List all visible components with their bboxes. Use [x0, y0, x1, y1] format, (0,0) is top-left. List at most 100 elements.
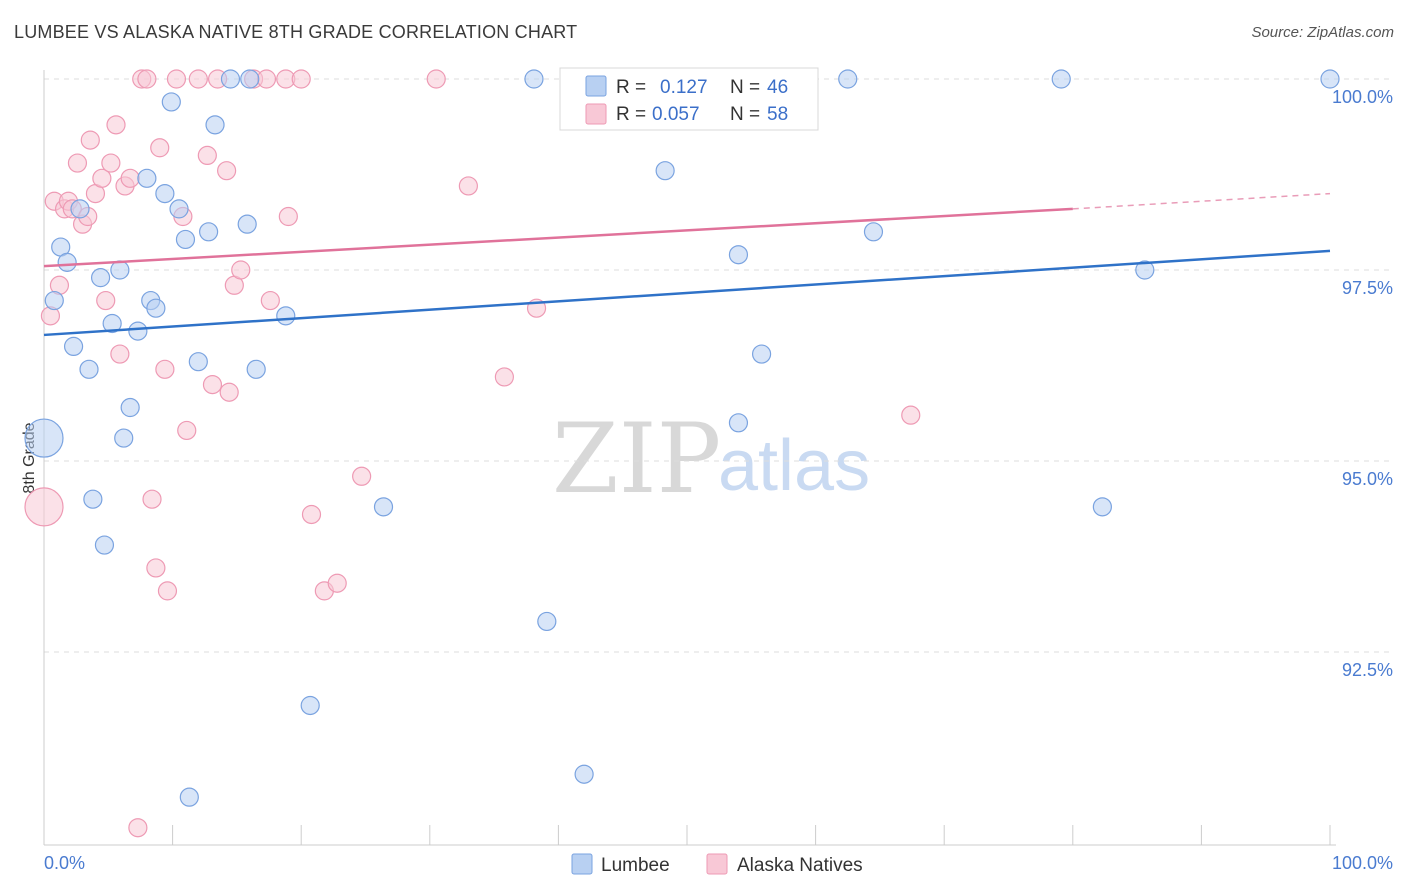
- grid: [44, 78, 1394, 653]
- trend-line-alaska-extension: [1072, 192, 1331, 210]
- lumbee-point: [574, 764, 594, 784]
- lumbee-point: [1320, 69, 1340, 89]
- lumbee-point: [237, 214, 257, 234]
- lumbee-point: [751, 344, 772, 364]
- lumbee-point: [728, 413, 749, 433]
- lumbee-point: [300, 695, 320, 716]
- alaska-point: [92, 168, 112, 188]
- y-tick-label: 92.5%: [1342, 660, 1393, 680]
- legend-bottom-label-alaska: Alaska Natives: [737, 855, 863, 876]
- alaska-point: [901, 405, 921, 425]
- lumbee-point: [94, 535, 115, 555]
- y-tick-label: 97.5%: [1342, 278, 1393, 298]
- alaska-point: [291, 69, 311, 89]
- x-tick-label-max: 100.0%: [1332, 853, 1393, 873]
- y-tick-labels: 92.5% 95.0% 97.5% 100.0%: [1332, 87, 1393, 680]
- watermark: ZIP atlas: [552, 403, 870, 515]
- alaska-point: [155, 359, 175, 379]
- chart-title: LUMBEE VS ALASKA NATIVE 8TH GRADE CORREL…: [14, 22, 578, 42]
- lumbee-point: [537, 611, 557, 632]
- lumbee-point: [655, 161, 675, 181]
- legend-n-value-alaska: 58: [767, 104, 788, 125]
- lumbee-point: [83, 489, 103, 509]
- lumbee-point: [155, 184, 175, 204]
- lumbee-point: [373, 497, 394, 517]
- alaska-point: [352, 466, 372, 486]
- lumbee-point: [110, 260, 130, 280]
- lumbee-point: [175, 229, 196, 250]
- source-label: Source: ZipAtlas.com: [1251, 24, 1394, 41]
- alaska-point: [494, 367, 514, 387]
- lumbee-point: [90, 268, 111, 288]
- series-lumbee: [24, 69, 1340, 807]
- alaska-point: [197, 145, 217, 165]
- lumbee-point: [128, 321, 148, 341]
- x-ticks: [43, 825, 1331, 845]
- alaska-point: [166, 69, 187, 89]
- alaska-point: [120, 168, 140, 188]
- lumbee-point: [524, 69, 544, 89]
- trend-line-lumbee: [43, 249, 1331, 337]
- lumbee-point: [137, 168, 157, 188]
- lumbee-point: [70, 199, 90, 219]
- alaska-point: [260, 290, 280, 311]
- lumbee-point: [57, 252, 77, 272]
- lumbee-point: [114, 428, 134, 448]
- alaska-point: [217, 161, 237, 181]
- alaska-point: [458, 176, 478, 196]
- alaska-point: [146, 558, 166, 578]
- lumbee-point: [1092, 497, 1112, 517]
- alaska-point: [67, 153, 88, 173]
- alaska-point: [96, 290, 116, 311]
- lumbee-point: [1051, 69, 1071, 89]
- legend-r-label-alaska: R =: [616, 104, 646, 125]
- legend-r-value-lumbee: 0.127: [660, 77, 708, 98]
- alaska-point: [188, 69, 208, 89]
- lumbee-point: [44, 290, 64, 311]
- lumbee-point: [169, 199, 189, 219]
- alaska-point: [301, 504, 322, 525]
- alaska-point: [177, 420, 197, 441]
- lumbee-point: [1135, 260, 1155, 280]
- lumbee-point: [79, 359, 99, 379]
- alaska-point: [110, 344, 130, 364]
- alaska-point: [278, 206, 298, 227]
- lumbee-point: [863, 222, 884, 242]
- legend-bottom-label-lumbee: Lumbee: [601, 855, 670, 876]
- lumbee-point: [146, 298, 166, 318]
- alaska-point: [426, 69, 446, 89]
- legend-swatch-alaska: [585, 103, 607, 125]
- lumbee-point: [838, 69, 858, 89]
- legend-bottom-swatch-alaska: [706, 853, 728, 875]
- lumbee-point: [102, 313, 122, 334]
- watermark-atlas: atlas: [718, 426, 870, 506]
- alaska-point: [80, 130, 100, 150]
- lumbee-point: [199, 222, 219, 242]
- alaska-point: [157, 581, 178, 601]
- trend-line-alaska: [43, 207, 1073, 268]
- watermark-zip: ZIP: [552, 403, 721, 515]
- lumbee-point: [240, 69, 260, 89]
- legend-n-value-lumbee: 46: [767, 77, 788, 98]
- legend-bottom: Lumbee Alaska Natives: [571, 853, 863, 876]
- lumbee-point: [246, 359, 266, 379]
- legend-swatch-lumbee: [585, 75, 607, 97]
- x-tick-label-min: 0.0%: [44, 853, 85, 873]
- alaska-point: [231, 260, 251, 280]
- legend-n-label-lumbee: N =: [730, 77, 760, 98]
- lumbee-point: [63, 336, 84, 356]
- alaska-point: [327, 573, 347, 593]
- lumbee-point: [161, 92, 181, 112]
- alaska-point: [106, 115, 126, 135]
- alaska-point: [202, 375, 223, 395]
- lumbee-point: [205, 115, 225, 135]
- legend-n-label-alaska: N =: [730, 104, 760, 125]
- alaska-point: [128, 818, 148, 838]
- lumbee-point: [120, 397, 140, 418]
- legend-r-value-alaska: 0.057: [652, 104, 700, 125]
- y-tick-label: 95.0%: [1342, 469, 1393, 489]
- y-tick-label: 100.0%: [1332, 87, 1393, 107]
- legend-bottom-swatch-lumbee: [571, 853, 593, 875]
- alaska-point: [101, 153, 121, 173]
